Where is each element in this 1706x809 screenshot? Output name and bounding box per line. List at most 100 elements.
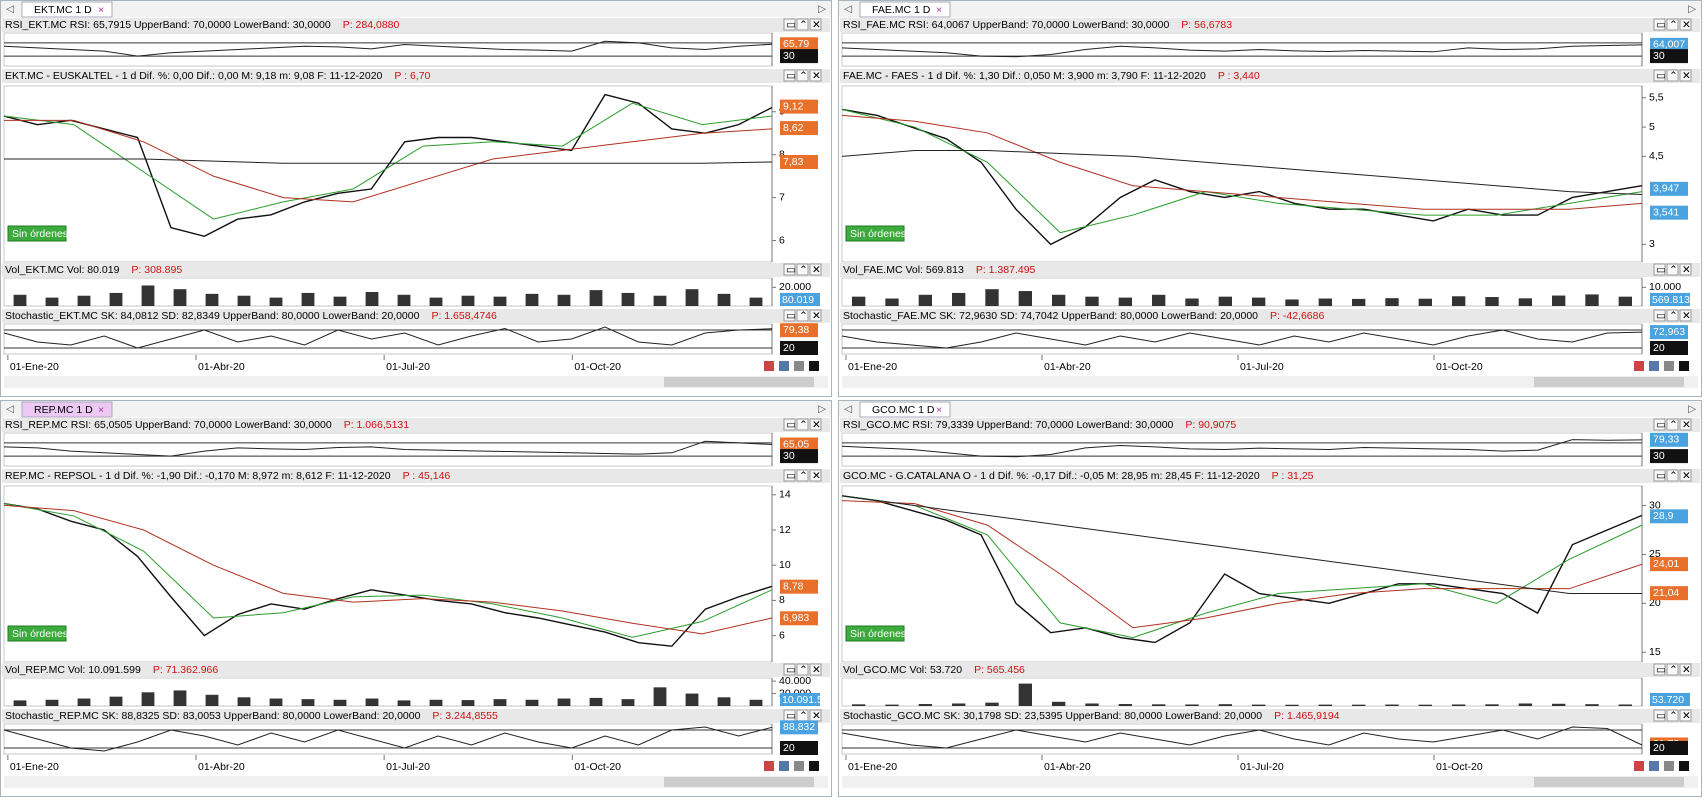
panel-button-icon[interactable]: ▭ [786, 664, 796, 676]
panel-button-icon[interactable]: ⌃ [1669, 264, 1678, 276]
panel-button-icon[interactable]: ✕ [1682, 664, 1691, 676]
panel-button[interactable] [1653, 263, 1666, 276]
panel-button[interactable] [1679, 69, 1692, 82]
panel-button-icon[interactable]: ▭ [786, 710, 796, 722]
panel-button-icon[interactable]: ⌃ [1669, 70, 1678, 82]
toolbar-icon[interactable] [764, 761, 774, 771]
panel-button[interactable] [1653, 709, 1666, 722]
toolbar-icon[interactable] [1649, 361, 1659, 371]
panel-button[interactable] [809, 469, 822, 482]
tab-label[interactable]: REP.MC 1 D [34, 404, 93, 416]
toolbar-icon[interactable] [1664, 761, 1674, 771]
panel-button-icon[interactable]: ⌃ [1669, 664, 1678, 676]
panel-button[interactable] [1666, 709, 1679, 722]
orders-badge[interactable] [7, 225, 67, 242]
panel-button[interactable] [783, 663, 796, 676]
tab-close[interactable]: × [98, 404, 104, 416]
toolbar-icon[interactable] [779, 761, 789, 771]
panel-button-icon[interactable]: ▭ [1656, 70, 1666, 82]
panel-button-icon[interactable]: ▭ [786, 19, 796, 31]
panel-button-icon[interactable]: ▭ [1656, 264, 1666, 276]
panel-button[interactable] [783, 18, 796, 31]
panel-button[interactable] [796, 309, 809, 322]
panel-button[interactable] [1666, 263, 1679, 276]
toolbar-icon[interactable] [764, 361, 774, 371]
panel-button[interactable] [1679, 263, 1692, 276]
tab-close[interactable]: × [98, 4, 104, 16]
tab-label[interactable]: GCO.MC 1 D [872, 404, 935, 416]
panel-button-icon[interactable]: ⌃ [799, 310, 808, 322]
panel-button[interactable] [1653, 309, 1666, 322]
orders-badge[interactable] [845, 225, 905, 242]
panel-button[interactable] [796, 69, 809, 82]
toolbar-icon[interactable] [1649, 761, 1659, 771]
panel-button[interactable] [1679, 469, 1692, 482]
panel-button[interactable] [1653, 663, 1666, 676]
panel-button-icon[interactable]: ▭ [1656, 470, 1666, 482]
panel-button[interactable] [796, 663, 809, 676]
panel-button-icon[interactable]: ✕ [1682, 19, 1691, 31]
panel-button-icon[interactable]: ✕ [1682, 470, 1691, 482]
scrollbar-thumb[interactable] [1534, 377, 1684, 387]
panel-button[interactable] [783, 263, 796, 276]
panel-button-icon[interactable]: ✕ [1682, 310, 1691, 322]
panel-button[interactable] [796, 418, 809, 431]
tab[interactable] [859, 401, 951, 418]
panel-button[interactable] [1653, 18, 1666, 31]
tab-label[interactable]: EKT.MC 1 D [34, 4, 92, 16]
panel-button[interactable] [1653, 69, 1666, 82]
panel-button[interactable] [809, 18, 822, 31]
panel-button-icon[interactable]: ✕ [1682, 264, 1691, 276]
panel-button[interactable] [1653, 469, 1666, 482]
panel-button-icon[interactable]: ✕ [812, 70, 821, 82]
panel-button[interactable] [1679, 709, 1692, 722]
panel-button[interactable] [809, 309, 822, 322]
panel-button[interactable] [796, 18, 809, 31]
tab-close[interactable]: × [936, 404, 942, 416]
panel-button-icon[interactable]: ▭ [786, 310, 796, 322]
panel-button-icon[interactable]: ▭ [1656, 664, 1666, 676]
panel-button-icon[interactable]: ✕ [812, 664, 821, 676]
panel-button-icon[interactable]: ▭ [1656, 710, 1666, 722]
panel-button-icon[interactable]: ▭ [786, 264, 796, 276]
tab[interactable] [21, 401, 113, 418]
panel-button-icon[interactable]: ✕ [812, 419, 821, 431]
orders-badge-label[interactable]: Sin órdenes [12, 228, 68, 240]
panel-button-icon[interactable]: ⌃ [799, 664, 808, 676]
panel-button[interactable] [796, 469, 809, 482]
orders-badge-label[interactable]: Sin órdenes [850, 228, 906, 240]
tab-label[interactable]: FAE.MC 1 D [872, 4, 931, 16]
panel-button-icon[interactable]: ⌃ [1669, 19, 1678, 31]
panel-button[interactable] [1666, 663, 1679, 676]
panel-button-icon[interactable]: ⌃ [799, 710, 808, 722]
panel-button[interactable] [809, 418, 822, 431]
panel-button-icon[interactable]: ▭ [786, 470, 796, 482]
panel-button-icon[interactable]: ⌃ [1669, 710, 1678, 722]
orders-badge-label[interactable]: Sin órdenes [12, 628, 68, 640]
panel-button[interactable] [809, 69, 822, 82]
toolbar-icon[interactable] [794, 361, 804, 371]
panel-button[interactable] [1666, 69, 1679, 82]
panel-button-icon[interactable]: ⌃ [799, 264, 808, 276]
panel-button-icon[interactable]: ⌃ [1669, 310, 1678, 322]
panel-button-icon[interactable]: ✕ [812, 264, 821, 276]
panel-button[interactable] [1653, 418, 1666, 431]
toolbar-icon[interactable] [1679, 361, 1689, 371]
toolbar-icon[interactable] [1634, 361, 1644, 371]
panel-button-icon[interactable]: ✕ [812, 19, 821, 31]
orders-badge[interactable] [7, 625, 67, 642]
tab[interactable] [21, 1, 113, 18]
tab[interactable] [859, 1, 951, 18]
toolbar-icon[interactable] [1679, 761, 1689, 771]
panel-button[interactable] [783, 469, 796, 482]
toolbar-icon[interactable] [809, 761, 819, 771]
panel-button-icon[interactable]: ▭ [1656, 419, 1666, 431]
orders-badge-label[interactable]: Sin órdenes [850, 628, 906, 640]
panel-button[interactable] [796, 263, 809, 276]
panel-button[interactable] [783, 309, 796, 322]
toolbar-icon[interactable] [779, 361, 789, 371]
tab-close[interactable]: × [936, 4, 942, 16]
panel-button-icon[interactable]: ✕ [812, 310, 821, 322]
panel-button[interactable] [1666, 18, 1679, 31]
panel-button[interactable] [1679, 18, 1692, 31]
